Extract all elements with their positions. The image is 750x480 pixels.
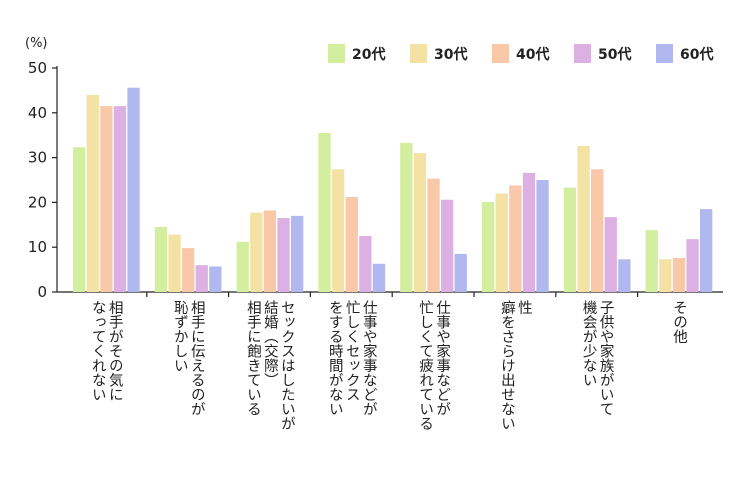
axes: 0 10 20 30 40 50 xyxy=(28,59,723,301)
legend-swatch xyxy=(656,44,673,63)
legend-label: 60代 xyxy=(680,46,713,63)
bar xyxy=(127,87,140,293)
bar xyxy=(509,185,522,292)
x-category-label: 恥ずかしい xyxy=(172,300,188,373)
bar xyxy=(563,187,577,292)
legend-swatch xyxy=(328,44,345,63)
legend-swatch xyxy=(492,44,509,63)
bar xyxy=(604,217,617,292)
bar xyxy=(482,201,495,292)
y-tick-label: 30 xyxy=(28,149,47,167)
bar xyxy=(454,253,467,292)
bar xyxy=(441,199,454,292)
x-category-label: 結婚（交際） xyxy=(262,300,278,387)
bar xyxy=(672,257,686,292)
y-tick-label: 50 xyxy=(28,59,47,77)
bar xyxy=(359,236,372,292)
bar xyxy=(73,147,86,292)
bar xyxy=(495,193,508,292)
bar xyxy=(154,227,168,292)
bar xyxy=(236,241,249,292)
bar xyxy=(86,94,99,292)
x-category-label: 相手に飽きている xyxy=(245,300,261,417)
bars xyxy=(73,87,713,293)
bar xyxy=(332,169,345,292)
bar xyxy=(591,169,604,292)
bar xyxy=(659,259,672,292)
bar xyxy=(277,218,290,292)
bar xyxy=(577,145,590,292)
y-tick-label: 40 xyxy=(28,104,47,122)
x-category-label: 機会が少ない xyxy=(581,300,597,387)
bar xyxy=(291,215,304,292)
legend-swatch xyxy=(574,44,591,63)
bar xyxy=(427,178,440,292)
legend-label: 40代 xyxy=(516,46,549,63)
bar xyxy=(686,239,699,292)
bar xyxy=(195,265,208,292)
bar xyxy=(345,197,358,292)
legend-label: 50代 xyxy=(598,46,631,63)
legend: 20代 30代 40代 50代 60代 xyxy=(328,44,713,63)
x-category-label: 性 xyxy=(516,300,532,315)
x-category-label: 相手がその気に xyxy=(107,300,123,402)
bar xyxy=(182,248,195,292)
bar xyxy=(263,210,277,292)
x-category-label: をする時間がない xyxy=(327,300,343,416)
x-category-label: その他 xyxy=(671,300,687,345)
bar xyxy=(250,212,263,292)
x-category-label: 忙しくセックス xyxy=(344,300,360,402)
bar xyxy=(168,234,181,292)
bar xyxy=(209,266,222,292)
y-tick-label: 0 xyxy=(37,283,47,301)
x-category-label: 忙しくて疲れている xyxy=(417,300,433,431)
bar xyxy=(318,132,331,292)
x-category-label: なってくれない xyxy=(90,300,106,402)
legend-label: 30代 xyxy=(434,46,467,63)
bar xyxy=(100,106,113,292)
x-category-label: セックスはしたいが xyxy=(279,300,295,431)
x-category-label: 子供や家族がいて xyxy=(598,300,614,416)
x-category-label: 仕事や家事などが xyxy=(361,300,377,417)
bar xyxy=(372,263,386,292)
y-tick-label: 10 xyxy=(28,238,47,256)
legend-label: 20代 xyxy=(352,46,385,63)
bar xyxy=(522,172,536,292)
x-category-label: 癖をさらけ出せない xyxy=(499,300,515,431)
x-category-label: 相手に伝えるのが xyxy=(189,300,205,417)
bar xyxy=(400,142,413,292)
bar xyxy=(618,259,631,292)
y-unit-label: (%) xyxy=(25,36,48,51)
bar xyxy=(413,153,427,292)
bar xyxy=(645,230,658,292)
x-category-label: 仕事や家事などが xyxy=(434,300,450,417)
y-tick-label: 20 xyxy=(28,193,47,211)
legend-swatch xyxy=(410,44,427,63)
bar xyxy=(536,180,549,292)
bar xyxy=(700,209,713,292)
bar xyxy=(113,106,127,292)
